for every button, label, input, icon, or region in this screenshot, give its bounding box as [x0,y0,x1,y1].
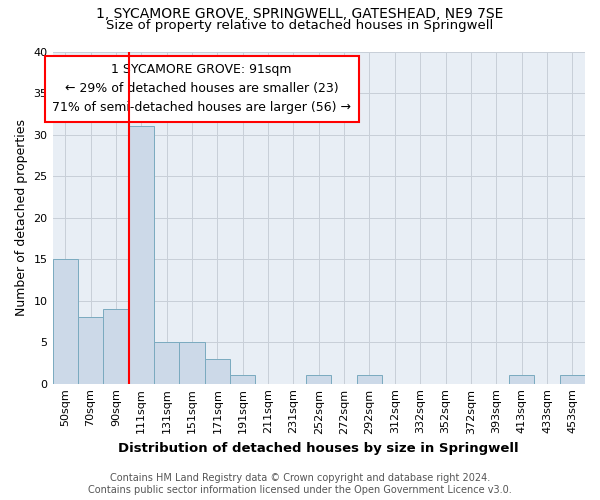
Bar [179,342,205,384]
Bar [230,376,256,384]
Bar [78,317,103,384]
Text: 1, SYCAMORE GROVE, SPRINGWELL, GATESHEAD, NE9 7SE: 1, SYCAMORE GROVE, SPRINGWELL, GATESHEAD… [97,8,503,22]
Bar [53,259,78,384]
Bar [509,376,534,384]
X-axis label: Distribution of detached houses by size in Springwell: Distribution of detached houses by size … [118,442,519,455]
Text: 1 SYCAMORE GROVE: 91sqm
← 29% of detached houses are smaller (23)
71% of semi-de: 1 SYCAMORE GROVE: 91sqm ← 29% of detache… [52,63,351,114]
Bar [128,126,154,384]
Y-axis label: Number of detached properties: Number of detached properties [15,119,28,316]
Bar [560,376,585,384]
Text: Contains HM Land Registry data © Crown copyright and database right 2024.
Contai: Contains HM Land Registry data © Crown c… [88,474,512,495]
Bar [154,342,179,384]
Bar [205,359,230,384]
Bar [306,376,331,384]
Bar [103,309,128,384]
Text: Size of property relative to detached houses in Springwell: Size of property relative to detached ho… [106,19,494,32]
Bar [357,376,382,384]
